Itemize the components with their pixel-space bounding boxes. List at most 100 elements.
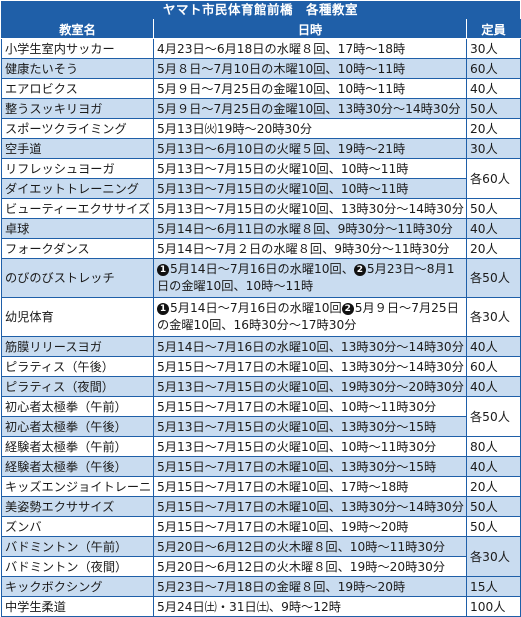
table-row: リフレッシュヨーガ 5月13日～7月15日の火曜10回、10時～11時 各60人: [1, 158, 521, 199]
class-schedule: 1 5月14日～7月16日の水曜10回 2 5月９日～7月25日の金曜10回、16時3…: [153, 297, 467, 337]
class-name: スポーツクライミング: [1, 118, 154, 139]
class-name: 整うスッキリヨガ: [1, 98, 154, 119]
table-row: ダイエットトレーニング 5月13日～7月15日の火曜10回、10時～11時: [1, 178, 521, 199]
table-row: 健康たいそう 5月８日～7月10日の木曜10回、10時～11時 60人: [1, 58, 521, 79]
class-capacity: 60人: [466, 58, 521, 79]
class-name: ピラティス（夜間）: [1, 376, 154, 397]
class-capacity: 80人: [466, 436, 521, 457]
table-row: のびのびストレッチ 1 5月14日～7月16日の水曜10回、 2 5月23日～8月1日の…: [1, 258, 521, 298]
class-capacity: 50人: [466, 516, 521, 537]
class-name: バドミントン（夜間）: [1, 556, 154, 577]
class-name: 小学生室内サッカー: [1, 38, 154, 59]
class-name: 初心者太極拳（午前）: [1, 396, 154, 417]
class-schedule: 5月14日～6月11日の水曜８回、9時30分～11時30分: [153, 218, 467, 239]
class-capacity: 20人: [466, 118, 521, 139]
class-schedule: 5月13日～7月15日の火曜10回、10時～11時: [153, 178, 467, 199]
number-marker-icon: 2: [341, 303, 354, 315]
class-capacity: 20人: [466, 238, 521, 259]
number-marker-icon: 2: [353, 264, 366, 276]
class-schedule: 5月13日～7月15日の火曜10回、13時30分～14時30分: [153, 198, 467, 219]
class-schedule: 5月15日～7月17日の木曜10回、17時～18時: [153, 476, 467, 497]
class-name: 中学生柔道: [1, 596, 154, 617]
class-capacity: 各60人: [466, 158, 521, 199]
class-name: リフレッシュヨーガ: [1, 158, 154, 179]
table-row: 経験者太極拳（午前） 5月13日～7月15日の火曜10回、10時～11時30分 80…: [1, 436, 521, 457]
number-marker-icon: 1: [157, 264, 169, 276]
class-schedule: 5月９日～7月25日の金曜10回、13時30分～14時30分: [153, 98, 467, 119]
class-schedule: 5月13日㈫19時～20時30分: [153, 118, 467, 139]
class-name: 卓球: [1, 218, 154, 239]
class-schedule: 5月20日～6月12日の火木曜８回、19時～20時30分: [153, 556, 467, 577]
class-capacity: 100人: [466, 596, 521, 617]
class-name: フォークダンス: [1, 238, 154, 259]
table-title: ヤマト市民体育館前橋 各種教室: [1, 1, 520, 19]
table-row: 空手道 5月13日～6月10日の火曜５回、19時～21時 30人: [1, 138, 521, 159]
class-schedule: 5月13日～7月15日の火曜10回、19時30分～20時30分: [153, 376, 467, 397]
class-schedule: 5月13日～7月15日の火曜10回、10時～11時: [153, 158, 467, 179]
class-schedule: 5月９日～7月25日の金曜10回、10時～11時: [153, 78, 467, 99]
table-row: スポーツクライミング 5月13日㈫19時～20時30分 20人: [1, 118, 521, 139]
class-capacity: 40人: [466, 456, 521, 477]
schedule-part-text: 5月14日～7月16日の水曜10回: [170, 301, 342, 315]
class-name: 健康たいそう: [1, 58, 154, 79]
class-capacity: 各50人: [466, 258, 521, 298]
class-name: バドミントン（午前）: [1, 536, 154, 557]
table-row: バドミントン（夜間） 5月20日～6月12日の火木曜８回、19時～20時30分: [1, 556, 521, 577]
class-name: エアロビクス: [1, 78, 154, 99]
class-schedule: 5月15日～7月17日の木曜10回、13時30分～14時30分: [153, 356, 467, 377]
number-marker-icon: 1: [157, 303, 169, 315]
table-row: 初心者太極拳（午前） 5月15日～7月17日の木曜10回、10時～11時30分 各5…: [1, 396, 521, 437]
table-row: 卓球 5月14日～6月11日の水曜８回、9時30分～11時30分 40人: [1, 218, 521, 239]
table-row: 幼児体育 1 5月14日～7月16日の水曜10回 2 5月９日～7月25日の金曜10回、…: [1, 297, 521, 337]
class-capacity: 40人: [466, 78, 521, 99]
table-row: バドミントン（午前） 5月20日～6月12日の火木曜８回、10時～11時30分 各3…: [1, 536, 521, 577]
table-row: 筋膜リリースヨガ 5月14日～7月16日の水曜10回、13時30分～14時30分 4…: [1, 336, 521, 357]
class-name: ピラティス（午後）: [1, 356, 154, 377]
class-schedule: 5月14日～7月２日の水曜８回、9時30分～11時30分: [153, 238, 467, 259]
class-name: 幼児体育: [1, 297, 154, 337]
class-schedule: 5月23日～7月18日の金曜８回、19時～20時: [153, 576, 467, 597]
table-row: 初心者太極拳（午後） 5月13日～7月15日の火曜10回、13時30分～15時: [1, 416, 521, 437]
class-schedule: 5月15日～7月17日の木曜10回、13時30分～14時30分: [153, 496, 467, 517]
class-capacity: 30人: [466, 38, 521, 59]
class-name: 筋膜リリースヨガ: [1, 336, 154, 357]
table-row: ピラティス（午後） 5月15日～7月17日の木曜10回、13時30分～14時30分…: [1, 356, 521, 377]
table-row: キッズエンジョイトレーニング5月15日～7月17日の木曜10回、17時～18時2…: [1, 476, 521, 497]
class-name: ズンバ: [1, 516, 154, 537]
class-capacity: 40人: [466, 218, 521, 239]
schedule-part-text: 5月９日～7月25日の金曜10回、16時30分～17時30分: [157, 301, 459, 332]
class-name: ダイエットトレーニング: [1, 178, 154, 199]
table-row: フォークダンス 5月14日～7月２日の水曜８回、9時30分～11時30分 20人: [1, 238, 521, 259]
class-capacity: 40人: [466, 376, 521, 397]
class-name: のびのびストレッチ: [1, 258, 154, 298]
class-schedule: 5月15日～7月17日の木曜10回、19時～20時: [153, 516, 467, 537]
class-schedule: 5月15日～7月17日の木曜10回、10時～11時30分: [153, 396, 467, 417]
table-row: 小学生室内サッカー 4月23日～6月18日の水曜８回、17時～18時 30人: [1, 38, 521, 59]
class-name: 経験者太極拳（午後）: [1, 456, 154, 477]
class-name: キッズエンジョイトレーニング: [1, 476, 154, 497]
class-capacity: 50人: [466, 496, 521, 517]
table-row: ズンバ 5月15日～7月17日の木曜10回、19時～20時 50人: [1, 516, 521, 537]
class-capacity: 50人: [466, 98, 521, 119]
class-schedule: 5月20日～6月12日の火木曜８回、10時～11時30分: [153, 536, 467, 557]
class-capacity: 30人: [466, 138, 521, 159]
class-schedule: 5月13日～7月15日の火曜10回、13時30分～15時: [153, 416, 467, 437]
class-name: 空手道: [1, 138, 154, 159]
class-capacity: 40人: [466, 336, 521, 357]
class-schedule: 5月15日～7月17日の木曜10回、13時30分～15時: [153, 456, 467, 477]
class-schedule: 4月23日～6月18日の水曜８回、17時～18時: [153, 38, 467, 59]
header-capacity: 定員: [466, 19, 521, 39]
class-name: 初心者太極拳（午後）: [1, 416, 154, 437]
class-schedule: 5月８日～7月10日の木曜10回、10時～11時: [153, 58, 467, 79]
header-schedule: 日時: [153, 19, 467, 39]
table-row: ビューティーエクササイズ 5月13日～7月15日の火曜10回、13時30分～14時…: [1, 198, 521, 219]
header-row: 教室名 日時 定員: [1, 19, 521, 39]
class-capacity: 各30人: [466, 297, 521, 337]
class-schedule: 5月13日～7月15日の火曜10回、10時～11時30分: [153, 436, 467, 457]
class-schedule: 5月14日～7月16日の水曜10回、13時30分～14時30分: [153, 336, 467, 357]
class-capacity: 各50人: [466, 396, 521, 437]
class-capacity: 20人: [466, 476, 521, 497]
table-row: 中学生柔道 5月24日㈯・31日㈯、9時～12時 100人: [1, 596, 521, 617]
table-row: 整うスッキリヨガ 5月９日～7月25日の金曜10回、13時30分～14時30分 50…: [1, 98, 521, 119]
class-schedule: 5月13日～6月10日の火曜５回、19時～21時: [153, 138, 467, 159]
